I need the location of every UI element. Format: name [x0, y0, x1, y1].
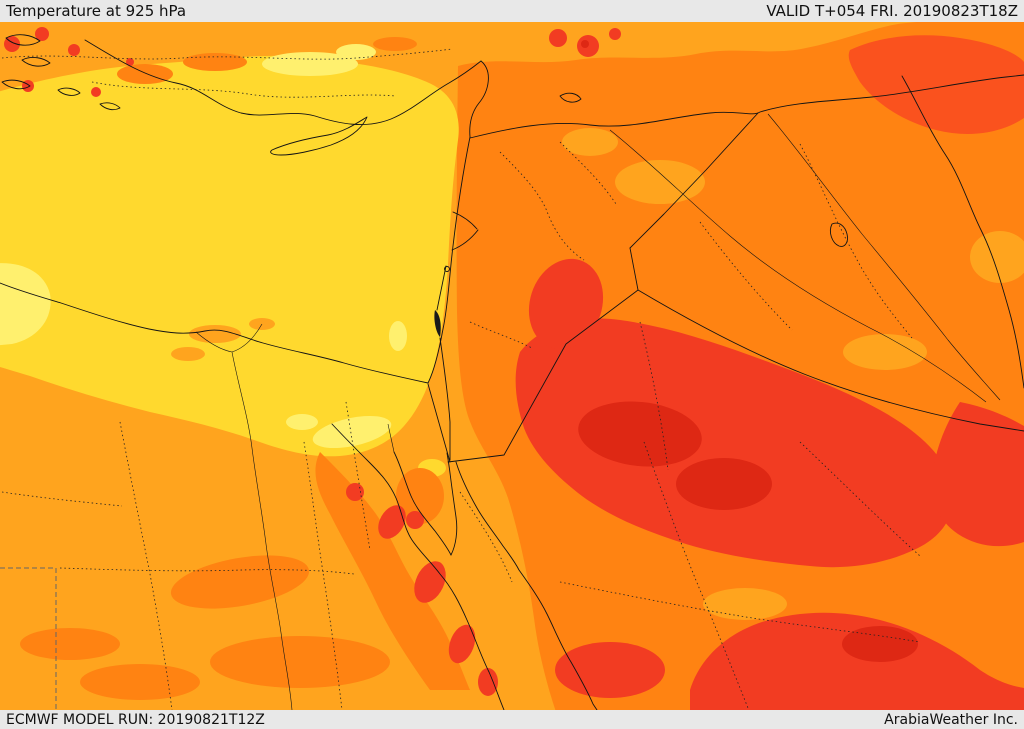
coastline-layer — [0, 34, 848, 710]
border-lines-layer — [0, 74, 1024, 710]
dead-sea — [434, 310, 441, 337]
temperature-contour-map — [0, 22, 1024, 710]
river-layer — [195, 113, 1001, 710]
temperature-fill-layer — [0, 22, 1024, 710]
valid-time-label: VALID T+054 FRI. 20190823T18Z — [766, 2, 1018, 20]
header-bar: Temperature at 925 hPa VALID T+054 FRI. … — [0, 0, 1024, 22]
temperature-map — [0, 22, 1024, 710]
cyprus-outline — [270, 116, 368, 156]
model-run-label: ECMWF MODEL RUN: 20190821T12Z — [6, 711, 265, 728]
attribution-label: ArabiaWeather Inc. — [884, 711, 1018, 728]
footer-bar: ECMWF MODEL RUN: 20190821T12Z ArabiaWeat… — [0, 710, 1024, 729]
map-title: Temperature at 925 hPa — [6, 2, 187, 20]
admin-dotted-layer — [1, 48, 921, 710]
